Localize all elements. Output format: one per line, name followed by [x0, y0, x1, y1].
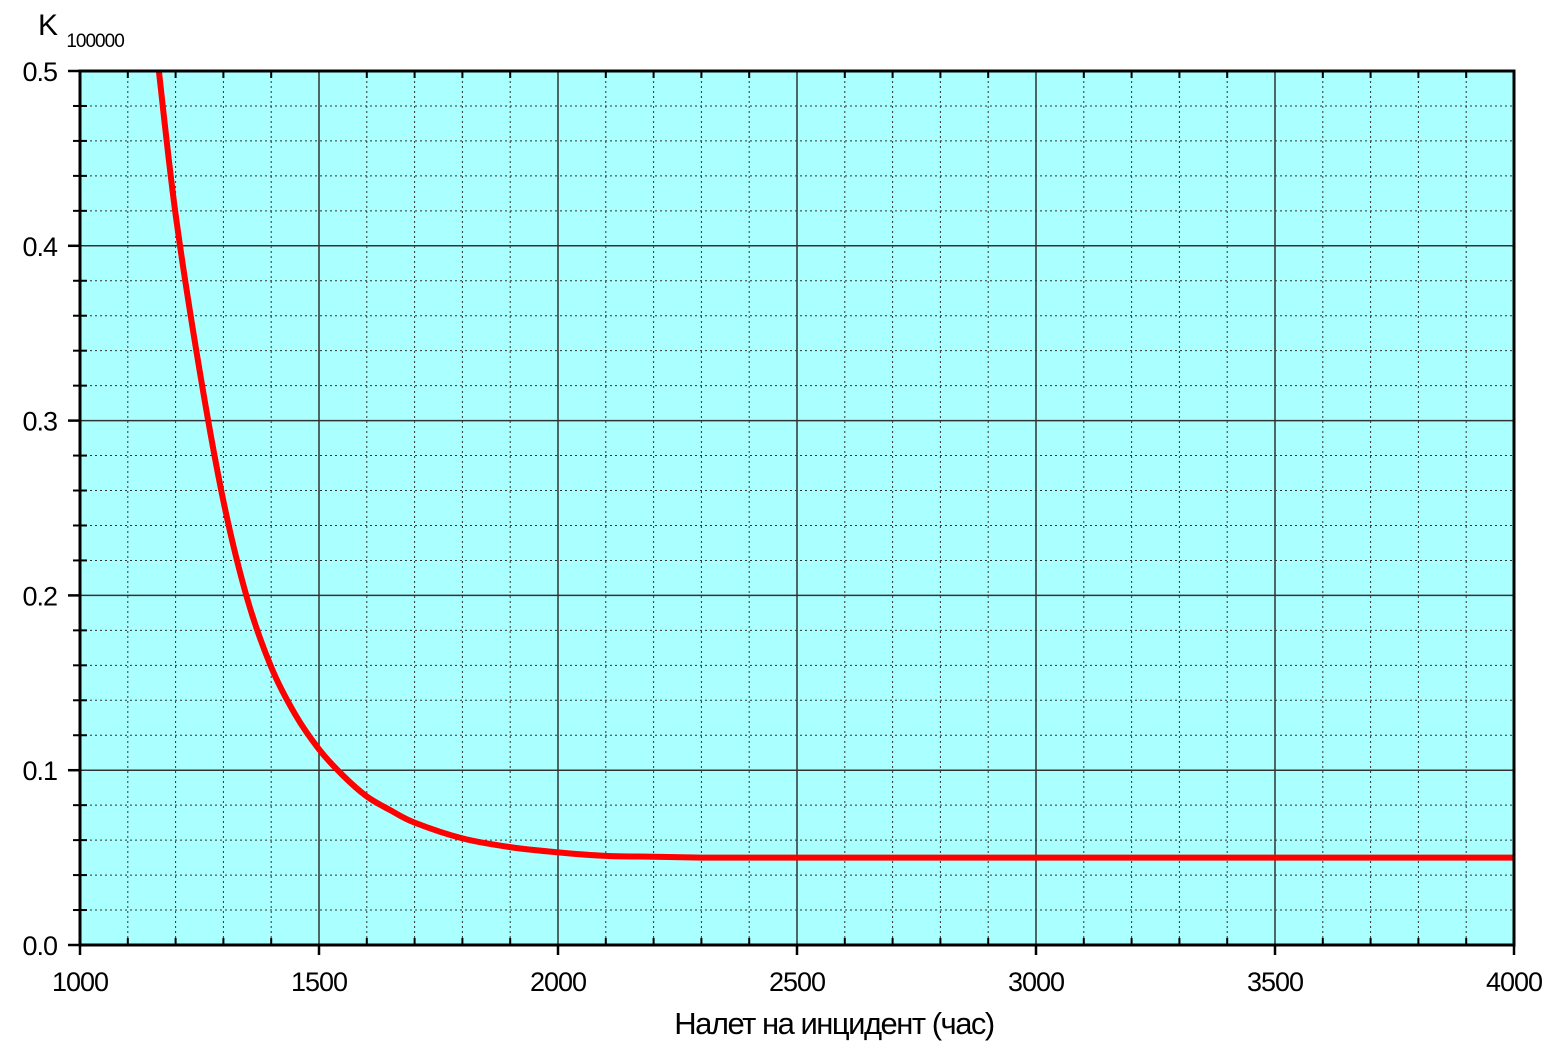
y-tick-label: 0.2 [22, 581, 57, 611]
y-axis-label: K 100000 [38, 9, 124, 52]
series-layer [155, 70, 1514, 861]
y-tick-label: 0.1 [22, 756, 57, 786]
y-tick-label: 0.5 [22, 57, 57, 87]
axis-ticks [68, 69, 1516, 955]
x-tick-label: 4000 [1486, 967, 1542, 997]
x-tick-label: 2000 [530, 967, 586, 997]
y-tick-labels: 0.0 0.1 0.2 0.3 0.4 0.5 [22, 57, 59, 961]
x-tick-label: 1000 [52, 967, 108, 997]
y-tick-label: 0.3 [22, 407, 57, 437]
x-tick-labels: 1000 1500 2000 2500 3000 3500 4000 [52, 967, 1543, 997]
y-tick-label: 0.4 [22, 232, 58, 262]
series-line [155, 70, 1514, 861]
y-tick-label: 0.0 [22, 931, 57, 961]
x-tick-label: 1500 [291, 967, 347, 997]
x-axis-label: Налет на инцидент (час) [674, 1006, 994, 1041]
y-axis-label-subscript: 100000 [66, 31, 124, 52]
y-axis-label-main: K [38, 9, 58, 42]
x-tick-label: 2500 [769, 967, 825, 997]
x-tick-label: 3500 [1247, 967, 1303, 997]
x-tick-label: 3000 [1008, 967, 1064, 997]
